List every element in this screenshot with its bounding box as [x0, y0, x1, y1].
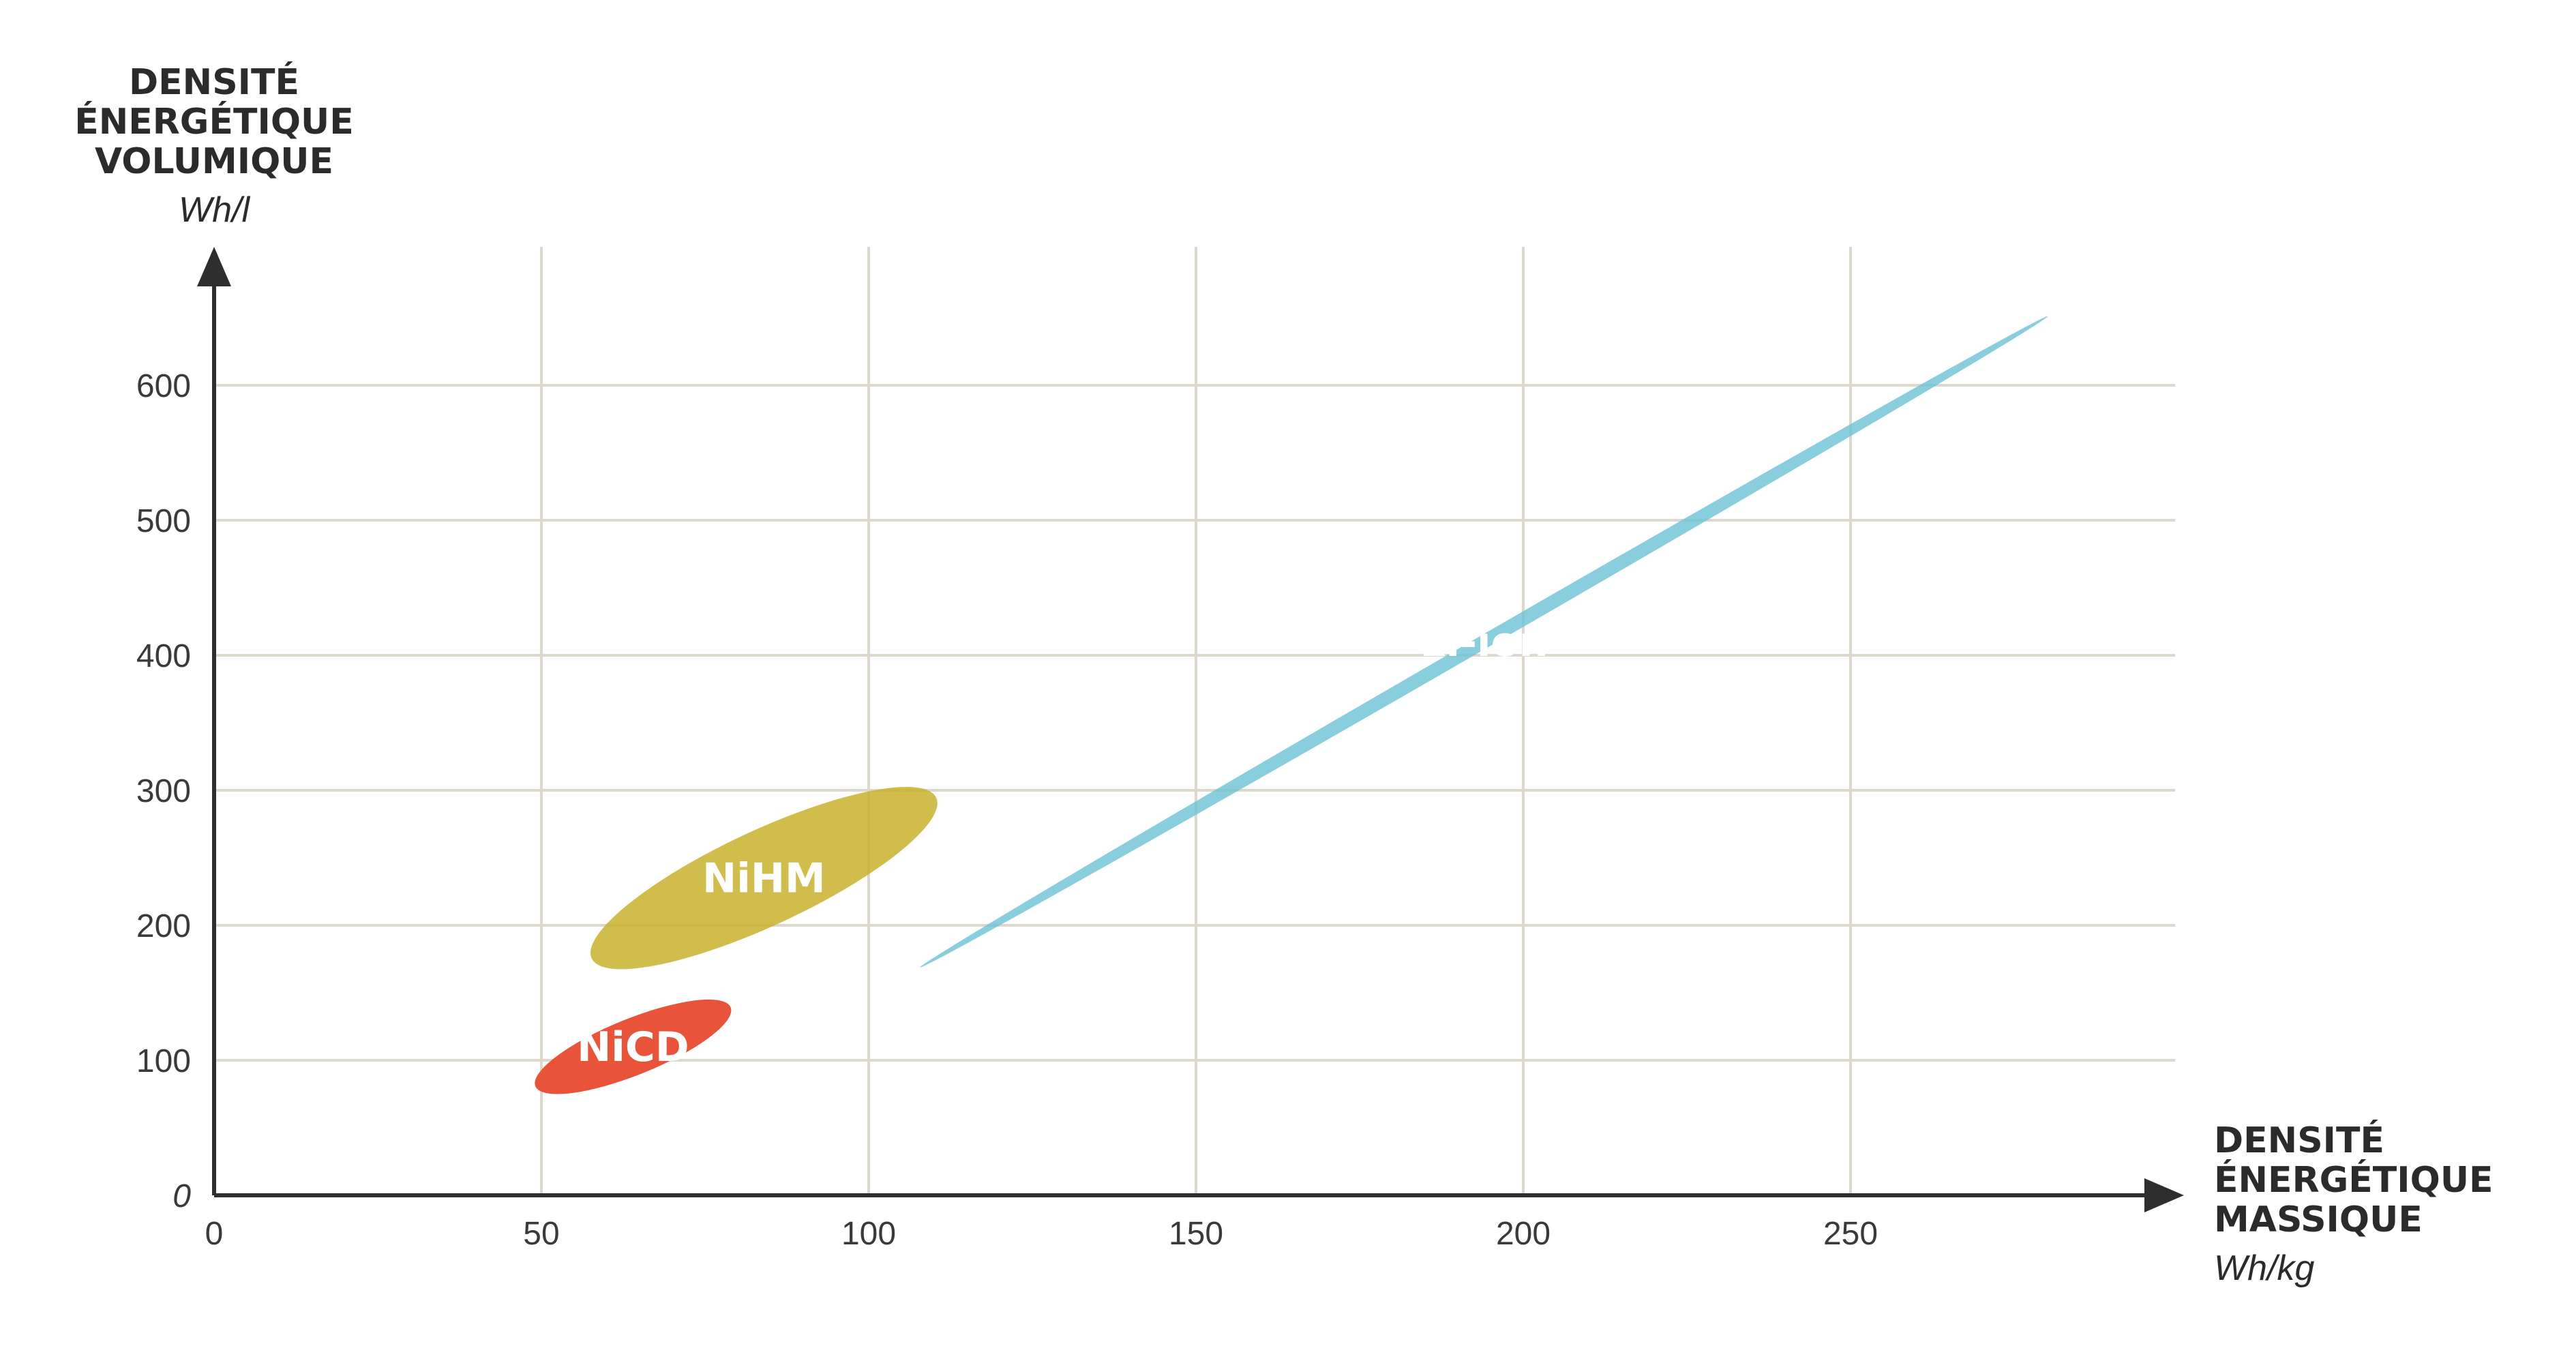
y-tick-label: 0: [173, 1178, 191, 1214]
x-axis-unit: Wh/kg: [2214, 1248, 2314, 1288]
y-tick-label: 600: [136, 368, 191, 404]
y-tick-label: 500: [136, 503, 191, 539]
x-axis-arrow: [2144, 1178, 2184, 1212]
y-axis-unit: Wh/l: [179, 190, 250, 230]
region-li-ion-label: Li-ion: [1420, 618, 1548, 666]
x-tick-label: 150: [1169, 1216, 1223, 1252]
x-axis-title: DENSITÉ ÉNERGÉTIQUE MASSIQUE Wh/kg: [2214, 1120, 2493, 1288]
axes: [197, 247, 2184, 1212]
x-tick-label: 100: [841, 1216, 896, 1252]
region-nihm: NiHM: [590, 787, 938, 970]
y-tick-label: 200: [136, 908, 191, 944]
x-axis-title-line-3: MASSIQUE: [2214, 1199, 2423, 1240]
y-axis-title-line-1: DENSITÉ: [129, 61, 299, 103]
tick-labels: 0 50 100 150 200 250 0 100 200 300 400 500 600: [136, 368, 1878, 1252]
region-nicd-ellipse: [535, 999, 732, 1094]
region-nicd-label: NiCD: [577, 1023, 689, 1071]
x-tick-label: 50: [523, 1216, 559, 1252]
y-axis-arrow: [197, 247, 231, 286]
region-nihm-label: NiHM: [702, 855, 826, 903]
x-tick-label: 0: [205, 1216, 224, 1252]
x-tick-label: 200: [1496, 1216, 1551, 1252]
battery-regions: NiCD NiHM Li-ion: [535, 316, 2048, 1094]
region-nihm-ellipse: [590, 787, 938, 970]
x-axis-title-line-1: DENSITÉ: [2214, 1120, 2384, 1161]
grid: [214, 247, 2175, 1195]
region-nicd: NiCD: [535, 999, 732, 1094]
region-li-ion-ellipse: [920, 316, 2048, 968]
x-axis-title-line-2: ÉNERGÉTIQUE: [2214, 1159, 2493, 1201]
y-tick-label: 300: [136, 773, 191, 809]
y-tick-label: 100: [136, 1043, 191, 1079]
y-axis-title: DENSITÉ ÉNERGÉTIQUE VOLUMIQUE Wh/l: [74, 61, 354, 230]
x-tick-label: 250: [1823, 1216, 1878, 1252]
y-axis-title-line-3: VOLUMIQUE: [95, 141, 333, 182]
y-tick-label: 400: [136, 638, 191, 674]
region-li-ion: Li-ion: [920, 316, 2048, 968]
y-axis-title-line-2: ÉNERGÉTIQUE: [74, 101, 354, 143]
